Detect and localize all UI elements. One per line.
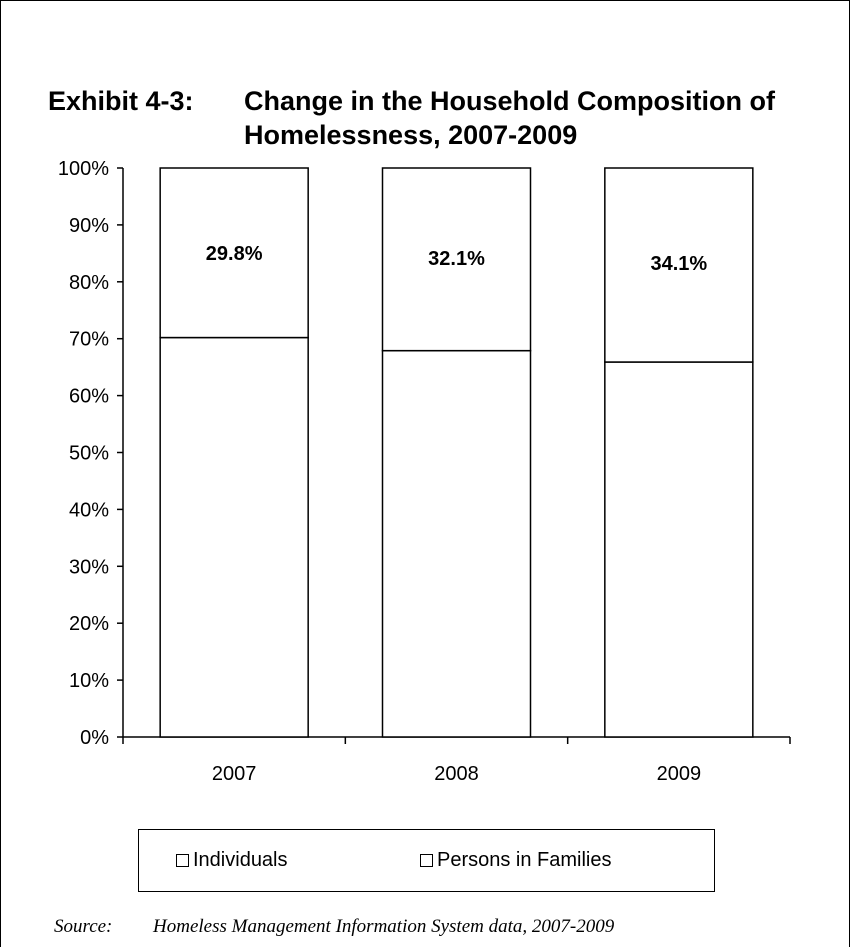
bar-individuals-2007	[159, 336, 309, 738]
y-tick-label: 100%	[58, 158, 109, 180]
y-tick-label: 20%	[69, 613, 109, 635]
y-tick-label: 80%	[69, 272, 109, 294]
x-tick-label-2007: 2007	[212, 763, 257, 785]
y-tick-label: 40%	[69, 499, 109, 521]
y-tick-label: 0%	[80, 727, 109, 749]
source-label: Source:	[54, 916, 113, 937]
legend-swatch-individuals	[176, 854, 189, 867]
legend-swatch-persons-in-families	[420, 854, 433, 867]
source-note: Source: Homeless Management Information S…	[54, 916, 614, 938]
bar-individuals-2009	[604, 361, 754, 738]
bar-persons-in-families-2008	[381, 167, 532, 352]
y-tick-label: 90%	[69, 215, 109, 237]
legend-label-persons-in-families: Persons in Families	[437, 849, 612, 871]
y-tick-label: 70%	[69, 329, 109, 351]
y-tick-label: 10%	[69, 670, 109, 692]
exhibit-number: Exhibit 4-3:	[48, 86, 194, 116]
chart-title-text: Change in the Household Composition of H…	[244, 86, 775, 150]
y-tick-label: 30%	[69, 556, 109, 578]
source-text: Homeless Management Information System d…	[153, 916, 615, 937]
bar-persons-in-families-2009	[604, 167, 754, 363]
legend-item-individuals: Individuals	[176, 849, 288, 872]
legend: Individuals Persons in Families	[138, 829, 715, 892]
data-label-2008: 32.1%	[428, 248, 485, 270]
x-axis: 2007 2008 2009	[122, 736, 791, 785]
bar-individuals-2008	[381, 349, 532, 738]
x-tick-label-2009: 2009	[657, 763, 702, 785]
data-label-2007: 29.8%	[206, 243, 263, 265]
data-label-2009: 34.1%	[650, 253, 707, 275]
bar-persons-in-families-2007	[159, 167, 309, 339]
legend-label-individuals: Individuals	[193, 849, 288, 871]
legend-item-persons-in-families: Persons in Families	[420, 849, 612, 872]
bar-series	[159, 167, 754, 738]
data-labels: 29.8% 32.1% 34.1%	[206, 243, 708, 275]
y-tick-label: 60%	[69, 386, 109, 408]
y-tick-label: 50%	[69, 443, 109, 465]
x-tick-label-2008: 2008	[434, 763, 479, 785]
y-axis: 0% 10% 20% 30% 40% 50% 60% 70% 80% 90% 100%	[58, 158, 124, 749]
